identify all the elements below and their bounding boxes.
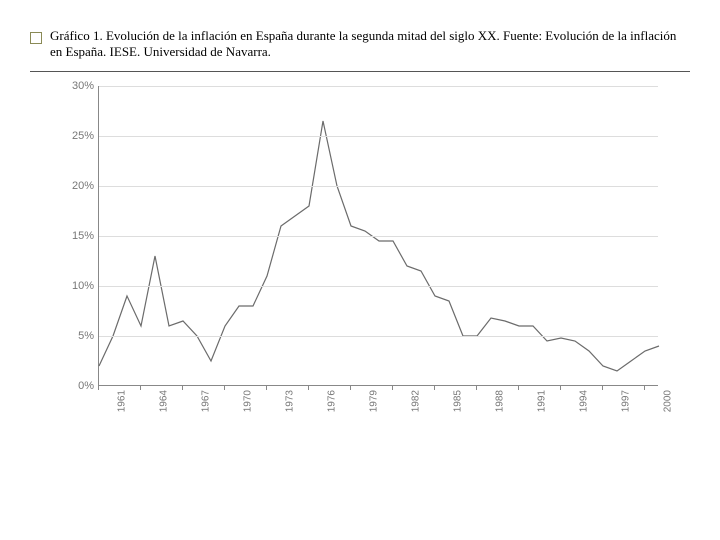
x-tick: [644, 386, 645, 390]
x-tick-label: 1979: [368, 390, 379, 412]
gridline: [99, 286, 658, 287]
x-tick: [140, 386, 141, 390]
y-tick-label: 15%: [72, 230, 94, 242]
x-tick-label: 1994: [578, 390, 589, 412]
bullet-icon: [30, 32, 42, 44]
page-root: Gráfico 1. Evolución de la inflación en …: [0, 0, 720, 540]
x-tick-label: 1961: [116, 390, 127, 412]
x-tick: [476, 386, 477, 390]
plot-area: [98, 86, 658, 386]
inflation-chart: 0%5%10%15%20%25%30% 19611964196719701973…: [60, 86, 672, 416]
x-tick-label: 1988: [494, 390, 505, 412]
x-tick: [602, 386, 603, 390]
y-tick-label: 0%: [78, 380, 94, 392]
x-tick: [182, 386, 183, 390]
caption-row: Gráfico 1. Evolución de la inflación en …: [30, 28, 690, 61]
gridline: [99, 86, 658, 87]
x-tick: [518, 386, 519, 390]
gridline: [99, 136, 658, 137]
y-axis-labels: 0%5%10%15%20%25%30%: [60, 86, 98, 386]
x-tick: [98, 386, 99, 390]
x-tick: [266, 386, 267, 390]
x-tick: [392, 386, 393, 390]
y-tick-label: 10%: [72, 280, 94, 292]
divider-line: [30, 71, 690, 72]
x-tick: [224, 386, 225, 390]
y-tick-label: 20%: [72, 180, 94, 192]
x-tick-label: 1973: [284, 390, 295, 412]
series-line: [99, 121, 659, 371]
y-tick-label: 25%: [72, 130, 94, 142]
x-tick-label: 1970: [242, 390, 253, 412]
y-tick-label: 5%: [78, 330, 94, 342]
y-tick-label: 30%: [72, 80, 94, 92]
x-tick-label: 1985: [452, 390, 463, 412]
x-tick-label: 1976: [326, 390, 337, 412]
x-tick-label: 1967: [200, 390, 211, 412]
x-tick-label: 1982: [410, 390, 421, 412]
x-tick-label: 1991: [536, 390, 547, 412]
x-tick-label: 2000: [662, 390, 673, 412]
caption-text: Gráfico 1. Evolución de la inflación en …: [50, 28, 690, 61]
x-tick-label: 1997: [620, 390, 631, 412]
gridline: [99, 236, 658, 237]
x-tick: [560, 386, 561, 390]
x-tick: [434, 386, 435, 390]
gridline: [99, 186, 658, 187]
gridline: [99, 336, 658, 337]
x-tick: [350, 386, 351, 390]
x-axis-labels: 1961 1964 1967 1970 1973 1976 1979 1982 1985 1988…: [98, 386, 658, 416]
x-tick-label: 1964: [158, 390, 169, 412]
x-tick: [308, 386, 309, 390]
